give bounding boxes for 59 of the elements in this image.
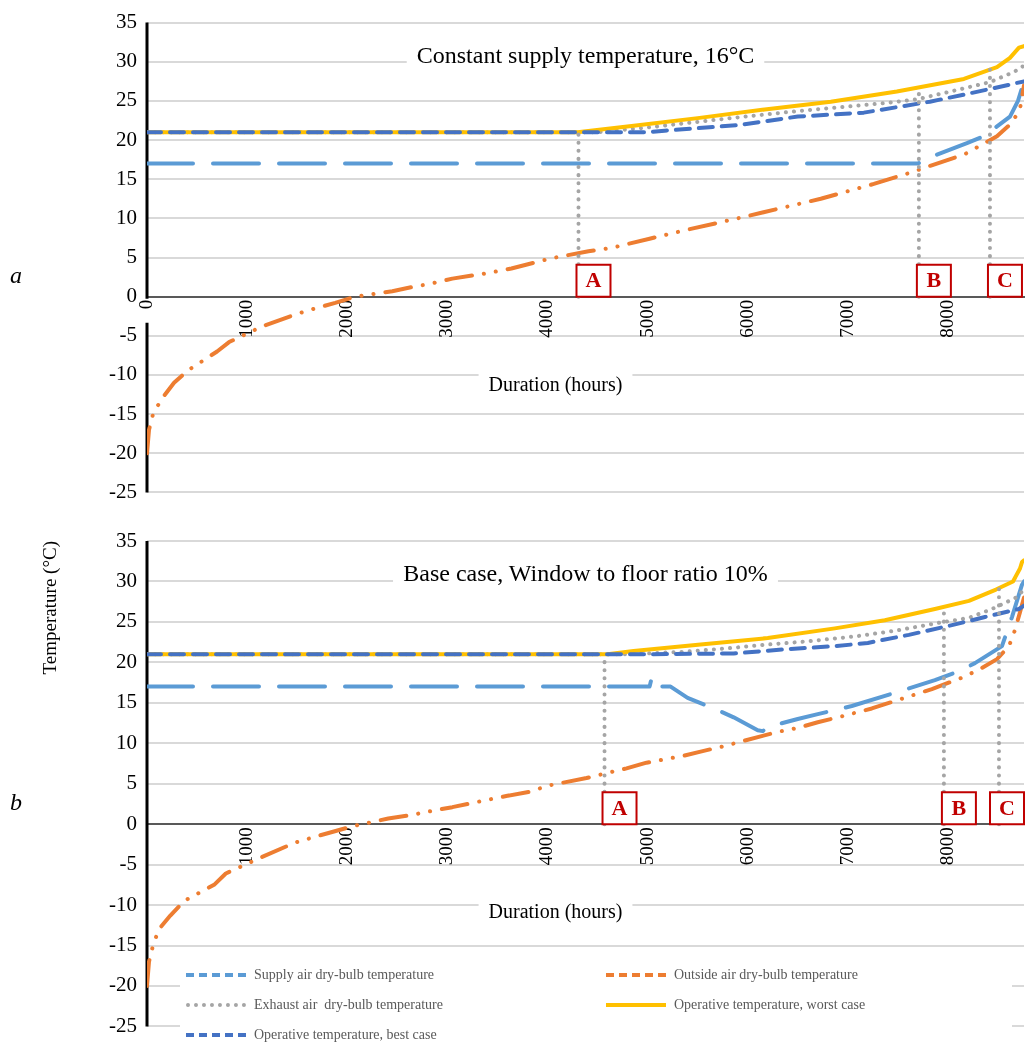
y-tick-label: -10 <box>109 361 137 386</box>
x-tick-label: 5000 <box>635 827 657 866</box>
y-tick-label: 30 <box>116 567 137 592</box>
y-tick-label: -20 <box>109 972 137 997</box>
x-tick-label: 4000 <box>535 827 557 866</box>
x-tick-label: 6000 <box>735 827 757 866</box>
legend-label: Operative temperature, worst case <box>674 997 866 1013</box>
x-axis-title: Duration (hours) <box>488 900 623 924</box>
y-tick-label: 15 <box>116 689 137 714</box>
x-tick-label: 8000 <box>935 827 957 866</box>
x-tick-label: 6000 <box>735 299 757 338</box>
ref-line-label: A <box>611 794 628 820</box>
y-tick-label: 0 <box>126 283 137 308</box>
y-tick-label: 20 <box>116 126 137 151</box>
y-tick-label: 30 <box>116 48 137 73</box>
y-tick-label: 15 <box>116 165 137 190</box>
x-tick-label: 4000 <box>535 299 557 338</box>
x-tick-label: 8000 <box>935 299 957 338</box>
y-tick-label: 25 <box>116 87 137 112</box>
x-tick-label: 3000 <box>435 827 457 866</box>
ref-line-label: C <box>999 794 1015 820</box>
y-tick-label: 5 <box>126 770 137 795</box>
y-tick-label: -5 <box>119 851 137 876</box>
text: a <box>10 261 22 288</box>
y-tick-label: 35 <box>116 9 137 34</box>
ref-line-label: C <box>997 267 1013 293</box>
x-tick-label: 3000 <box>435 299 457 338</box>
x-tick-label: 7000 <box>835 827 857 866</box>
y-tick-label: 25 <box>116 608 137 633</box>
ref-line-label: A <box>585 267 602 293</box>
x-tick-label: 7000 <box>835 299 857 338</box>
y-tick-label: 10 <box>116 204 137 229</box>
y-tick-label: -15 <box>109 932 137 957</box>
text: Base case, Window to floor ratio 10% <box>403 560 768 587</box>
text: Constant supply temperature, 16°C <box>416 41 755 68</box>
text: b <box>10 789 22 816</box>
x-tick-label: 2000 <box>335 299 357 338</box>
y-tick-label: 35 <box>116 527 137 552</box>
y-tick-label: 5 <box>126 244 137 269</box>
y-tick-label: -20 <box>109 439 137 464</box>
legend-label: Operative temperature, best case <box>254 1027 437 1043</box>
y-tick-label: -10 <box>109 891 137 916</box>
y-axis-title: Temperature (°C) <box>39 541 62 675</box>
x-tick-label: 1000 <box>235 299 257 338</box>
y-tick-label: -15 <box>109 400 137 425</box>
legend-label: Outside air dry-bulb temperature <box>674 967 858 983</box>
x-axis-title: Duration (hours) <box>488 372 623 396</box>
ref-line-label: B <box>951 794 967 820</box>
legend-label: Exhaust air dry-bulb temperature <box>254 997 443 1013</box>
y-tick-label: 20 <box>116 648 137 673</box>
y-tick-label: -5 <box>119 322 137 347</box>
legend-label: Supply air dry-bulb temperature <box>254 967 435 983</box>
y-tick-label: -25 <box>109 1012 137 1037</box>
x-tick-label: 5000 <box>635 299 657 338</box>
y-tick-label: 0 <box>126 810 137 835</box>
x-tick-label: 1000 <box>235 827 257 866</box>
y-tick-label: 10 <box>116 729 137 754</box>
y-tick-label: -25 <box>109 478 137 503</box>
ref-line-label: B <box>926 267 942 293</box>
